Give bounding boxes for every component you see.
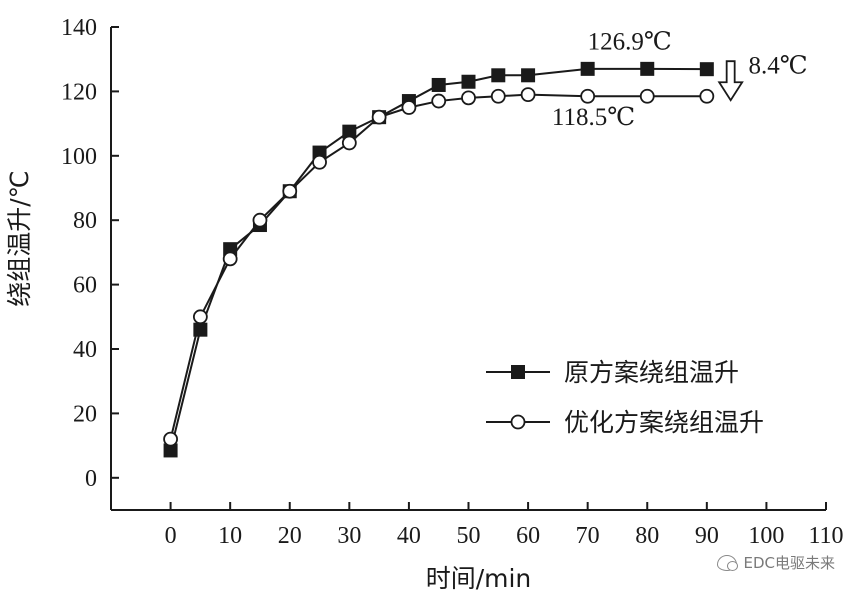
legend-label: 原方案绕组温升	[564, 358, 739, 387]
circle-marker	[580, 88, 596, 104]
x-axis-label: 时间/min	[426, 564, 532, 593]
annotation-label: 126.9℃	[588, 29, 672, 56]
axes: 0 20 40 60 80 100 120 140 0 10 20 30 40 50 60 70 80 90 100…	[5, 15, 844, 593]
series-line-1	[169, 93, 707, 440]
x-tick-label: 60	[516, 523, 540, 549]
square-marker	[431, 77, 446, 92]
circle-marker	[282, 183, 298, 199]
square-marker	[491, 68, 506, 83]
circle-marker	[431, 93, 447, 109]
square-marker	[580, 61, 595, 76]
x-tick-label: 50	[457, 523, 481, 549]
circle-marker	[312, 154, 327, 170]
difference-arrow	[717, 60, 744, 102]
circle-marker	[371, 109, 387, 125]
series-1	[163, 87, 715, 447]
x-tick-label: 110	[808, 523, 843, 549]
x-tick-label: 70	[576, 523, 600, 549]
watermark: EDC电驱未来	[717, 552, 835, 573]
circle-marker	[341, 135, 357, 151]
y-tick-label: 0	[85, 466, 97, 492]
legend-marker	[511, 365, 525, 379]
y-tick-label: 60	[73, 273, 97, 299]
x-tick-label: 100	[748, 523, 784, 549]
square-marker	[342, 124, 357, 139]
y-tick-label: 80	[73, 208, 97, 234]
square-marker	[521, 68, 536, 83]
square-marker	[699, 62, 714, 77]
y-tick-label: 100	[61, 144, 97, 170]
x-tick-label: 30	[337, 523, 361, 549]
x-tick-label: 90	[695, 523, 719, 549]
circle-marker	[192, 309, 208, 325]
annotation-label: 118.5℃	[552, 104, 635, 131]
legend-marker	[510, 414, 526, 430]
annotation-label: 8.4℃	[749, 53, 808, 80]
watermark-text: EDC电驱未来	[743, 554, 835, 572]
square-marker	[163, 443, 178, 458]
y-tick-label: 40	[73, 337, 97, 363]
x-tick-label: 10	[218, 523, 242, 549]
circle-marker	[461, 90, 476, 106]
y-tick-label: 20	[73, 401, 97, 427]
circle-marker	[639, 88, 655, 104]
y-tick-label: 140	[61, 15, 97, 41]
y-tick-label: 120	[61, 79, 97, 105]
series-line-0	[169, 67, 707, 451]
circle-marker	[699, 88, 715, 104]
legend-entry-1: 优化方案绕组温升	[486, 408, 764, 437]
x-tick-label: 0	[165, 523, 177, 549]
y-axis-label: 绕组温升/℃	[5, 170, 34, 307]
circle-marker	[520, 87, 536, 103]
x-tick-label: 20	[278, 523, 302, 549]
circle-marker	[401, 100, 417, 115]
legend-entry-0: 原方案绕组温升	[486, 358, 739, 387]
legend-label: 优化方案绕组温升	[564, 408, 764, 437]
square-marker	[640, 61, 655, 76]
circle-marker	[222, 251, 238, 267]
circle-marker	[252, 212, 268, 228]
series-layer	[163, 61, 715, 458]
x-tick-label: 80	[635, 523, 659, 549]
circle-marker	[163, 431, 178, 447]
circle-marker	[490, 88, 506, 104]
x-tick-label: 40	[397, 523, 421, 549]
square-marker	[461, 74, 476, 89]
wechat-icon	[717, 554, 739, 571]
annotations: 126.9℃ 8.4℃ 118.5℃	[552, 29, 808, 132]
